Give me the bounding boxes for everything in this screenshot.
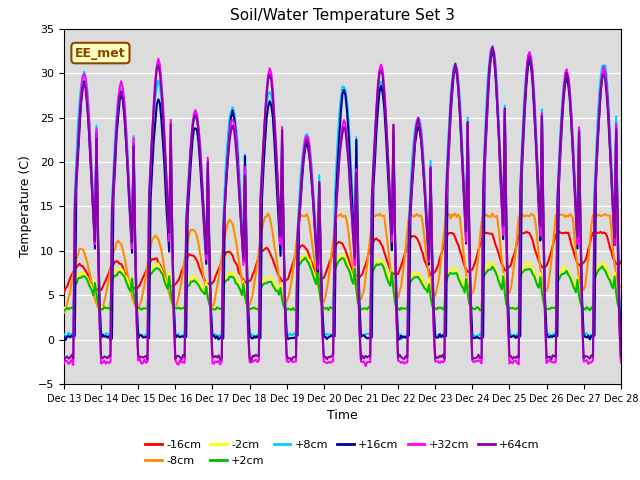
+16cm [60, 334, 68, 339]
-8cm [377, 213, 385, 219]
Line: -16cm: -16cm [64, 232, 621, 292]
+16cm [379, 90, 387, 96]
+8cm [397, 336, 405, 342]
+32cm [410, 153, 417, 159]
+64cm [247, 358, 255, 364]
-8cm [617, 284, 625, 289]
+64cm [410, 156, 417, 161]
-2cm [552, 305, 559, 311]
+16cm [165, 249, 173, 254]
+32cm [379, 67, 387, 73]
+32cm [164, 204, 172, 210]
+8cm [76, 101, 83, 107]
-8cm [488, 211, 496, 216]
+16cm [617, 333, 625, 339]
+2cm [399, 306, 406, 312]
-16cm [408, 233, 416, 239]
-16cm [396, 267, 403, 273]
-16cm [555, 229, 563, 235]
+64cm [552, 354, 559, 360]
+8cm [396, 331, 403, 336]
-2cm [60, 305, 68, 311]
+32cm [397, 360, 405, 366]
+8cm [60, 331, 68, 337]
+8cm [488, 45, 496, 51]
+32cm [552, 359, 559, 365]
+2cm [60, 308, 68, 313]
+64cm [488, 44, 496, 49]
+16cm [410, 163, 417, 169]
+16cm [397, 333, 405, 338]
-16cm [60, 289, 68, 295]
+32cm [60, 360, 68, 366]
+64cm [617, 354, 625, 360]
Line: -8cm: -8cm [64, 214, 621, 313]
+2cm [292, 308, 300, 313]
+2cm [617, 306, 625, 312]
-16cm [76, 261, 83, 266]
+16cm [488, 49, 496, 55]
-16cm [377, 241, 385, 247]
+2cm [164, 286, 172, 291]
Legend: -16cm, -8cm, -2cm, +2cm, +8cm, +16cm, +32cm, +64cm: -16cm, -8cm, -2cm, +2cm, +8cm, +16cm, +3… [141, 436, 544, 470]
X-axis label: Time: Time [327, 409, 358, 422]
Y-axis label: Temperature (C): Temperature (C) [19, 156, 33, 257]
Line: +64cm: +64cm [64, 47, 621, 361]
+64cm [60, 354, 68, 360]
+2cm [76, 275, 83, 280]
-8cm [550, 228, 558, 234]
Line: +2cm: +2cm [64, 258, 621, 311]
+8cm [377, 79, 385, 84]
+16cm [552, 334, 559, 339]
+64cm [164, 202, 172, 207]
Line: +32cm: +32cm [64, 48, 621, 366]
+32cm [76, 116, 83, 121]
-8cm [76, 246, 83, 252]
Text: EE_met: EE_met [75, 47, 126, 60]
+16cm [61, 337, 69, 343]
-8cm [408, 212, 416, 217]
+32cm [362, 363, 369, 369]
+16cm [77, 101, 85, 107]
-2cm [164, 283, 172, 289]
Title: Soil/Water Temperature Set 3: Soil/Water Temperature Set 3 [230, 9, 455, 24]
-2cm [617, 307, 625, 313]
-8cm [396, 289, 403, 295]
+8cm [617, 332, 625, 337]
-8cm [60, 310, 68, 316]
+32cm [617, 360, 625, 365]
+2cm [301, 255, 309, 261]
+2cm [552, 306, 559, 312]
+64cm [379, 72, 387, 78]
+32cm [488, 46, 496, 51]
Line: -2cm: -2cm [64, 255, 621, 311]
Line: +16cm: +16cm [64, 52, 621, 340]
+8cm [552, 334, 559, 339]
+64cm [76, 120, 83, 126]
+2cm [412, 275, 419, 280]
+64cm [397, 354, 405, 360]
+8cm [164, 204, 172, 210]
-2cm [412, 270, 419, 276]
-8cm [164, 284, 172, 290]
-2cm [380, 263, 388, 269]
-16cm [617, 259, 625, 264]
+8cm [410, 140, 417, 146]
-2cm [399, 305, 406, 311]
-2cm [76, 272, 83, 278]
-2cm [303, 252, 310, 258]
+2cm [380, 266, 388, 272]
Line: +8cm: +8cm [64, 48, 621, 339]
-2cm [180, 308, 188, 314]
-16cm [164, 279, 172, 285]
-16cm [549, 243, 557, 249]
